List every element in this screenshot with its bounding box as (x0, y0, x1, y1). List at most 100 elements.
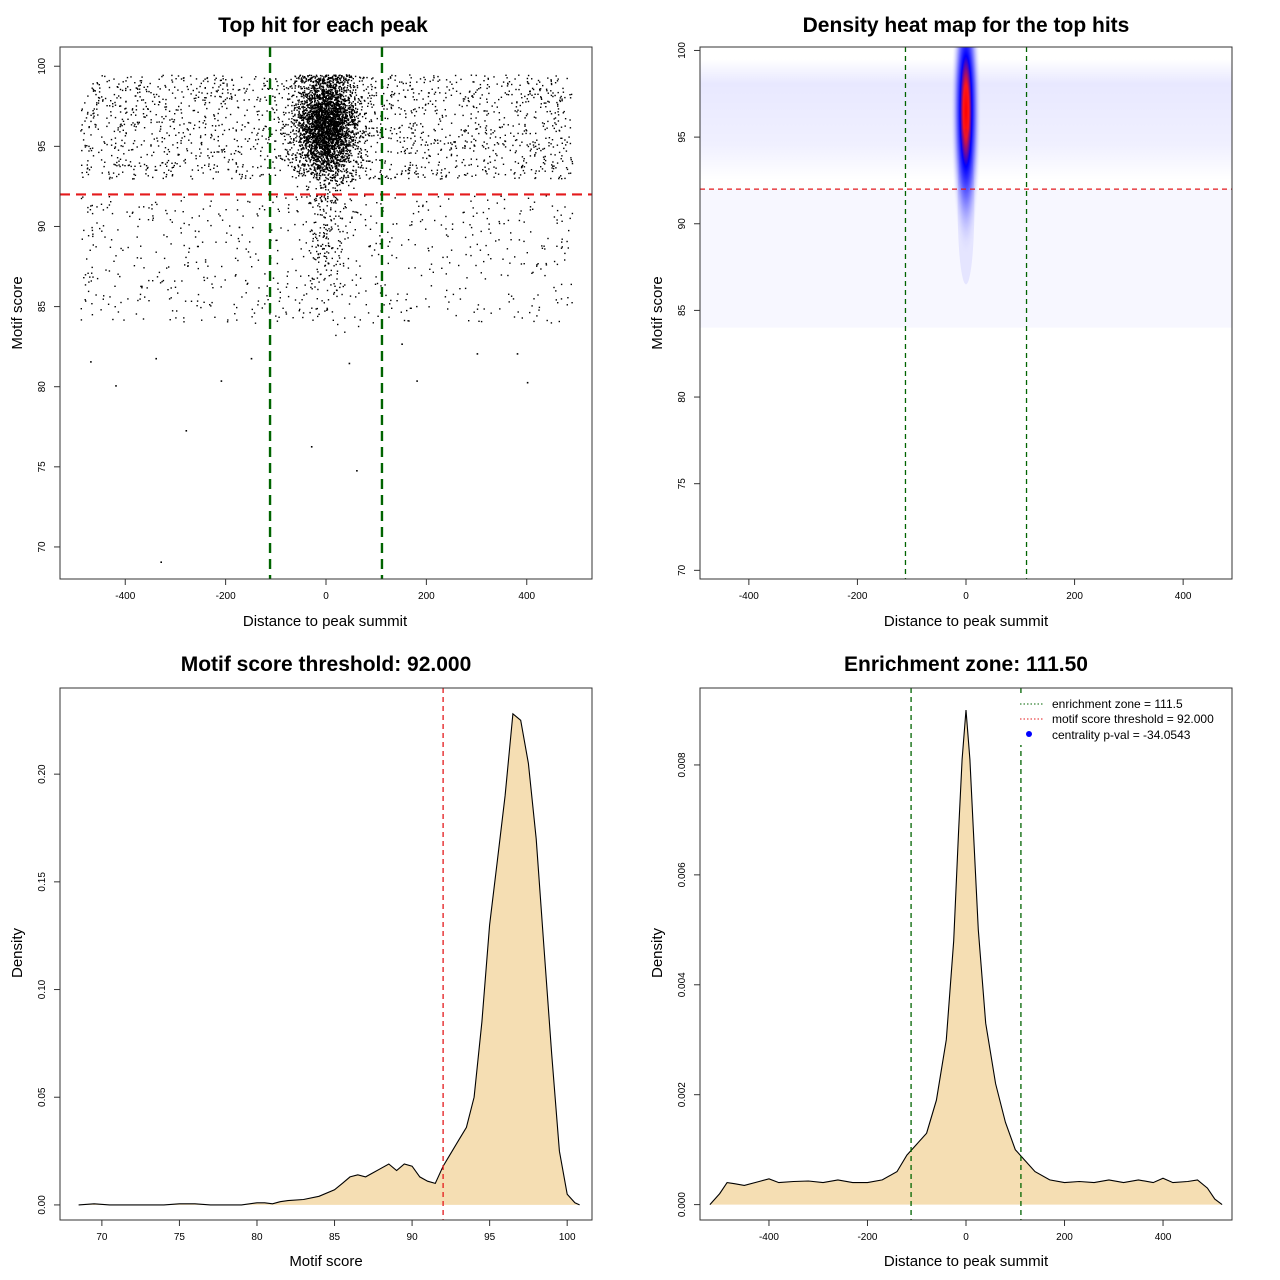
scatter-point (436, 172, 438, 174)
scatter-point (353, 115, 355, 117)
scatter-point (90, 120, 92, 123)
scatter-point (101, 136, 103, 138)
scatter-point (342, 156, 345, 158)
scatter-point (145, 173, 147, 175)
scatter-point (372, 177, 375, 179)
scatter-point (122, 145, 124, 148)
scatter-point (282, 123, 284, 126)
scatter-point (163, 172, 165, 174)
scatter-point (479, 126, 482, 128)
scatter-point (485, 125, 488, 127)
scatter-point (110, 144, 113, 146)
scatter-point (502, 143, 504, 145)
scatter-point (539, 88, 541, 90)
scatter-point (320, 111, 323, 114)
scatter-point (187, 129, 189, 131)
scatter-point (274, 174, 277, 176)
scatter-point (433, 142, 435, 144)
scatter-point (316, 91, 318, 94)
scatter-point (550, 177, 552, 180)
scatter-point (310, 98, 313, 100)
scatter-point (352, 170, 355, 172)
scatter-point (327, 91, 329, 93)
scatter-point (104, 75, 106, 78)
scatter-point (317, 158, 319, 161)
scatter-point (319, 134, 321, 137)
scatter-point (342, 87, 345, 89)
scatter-point (345, 145, 347, 148)
scatter-point (153, 93, 155, 96)
scatter-point (314, 145, 316, 147)
scatter-point (556, 162, 559, 164)
scatter-point (350, 152, 352, 155)
scatter-point (265, 125, 267, 128)
scatter-point (315, 119, 318, 121)
scatter-point (302, 119, 305, 122)
scatter-point (298, 153, 300, 155)
scatter-point (303, 168, 305, 170)
scatter-point (305, 80, 307, 82)
scatter-point (331, 117, 333, 119)
scatter-point (461, 161, 463, 164)
scatter-point (118, 164, 120, 166)
scatter-point (348, 108, 350, 110)
scatter-point (281, 158, 283, 160)
scatter-point (306, 139, 308, 141)
scatter-point (164, 106, 166, 108)
scatter-point (334, 163, 337, 165)
scatter-point (165, 176, 167, 178)
scatter-point (314, 103, 316, 105)
scatter-point (137, 92, 139, 94)
scatter-point (373, 134, 375, 137)
scatter-point (350, 116, 352, 118)
scatter-point (326, 116, 328, 119)
scatter-point (342, 114, 344, 116)
scatter-point (208, 157, 210, 159)
scatter-point (333, 174, 335, 176)
scatter-point (351, 131, 353, 133)
scatter-point (322, 147, 324, 150)
scatter-point (171, 118, 173, 120)
scatter-point (390, 137, 392, 140)
scatter-point (501, 85, 503, 87)
scatter-point (427, 144, 429, 146)
scatter-point (234, 94, 236, 96)
scatter-point (84, 146, 87, 148)
scatter-point (317, 132, 319, 134)
scatter-point (345, 140, 348, 142)
scatter-point (318, 111, 320, 113)
scatter-point (337, 133, 339, 135)
scatter-point (215, 77, 217, 79)
scatter-point (316, 94, 318, 96)
scatter-point (287, 158, 289, 160)
scatter-point (155, 93, 158, 96)
scatter-point (322, 187, 324, 189)
scatter-point (224, 103, 226, 105)
scatter-point (354, 161, 357, 163)
scatter-point (227, 168, 229, 171)
scatter-point (487, 77, 489, 80)
scatter-point (341, 112, 343, 114)
scatter-point (339, 89, 341, 91)
scatter-point (317, 165, 319, 167)
scatter-point (420, 166, 423, 168)
scatter-point (315, 154, 317, 157)
scatter-point (163, 118, 165, 120)
scatter-point (94, 123, 96, 126)
scatter-point (327, 149, 329, 151)
scatter-point (323, 79, 326, 82)
scatter-point (153, 151, 155, 153)
scatter-point (529, 143, 531, 145)
scatter-point (443, 99, 445, 102)
scatter-point (325, 125, 327, 127)
scatter-point (445, 175, 447, 178)
scatter-point (306, 109, 308, 112)
scatter-point (319, 96, 322, 99)
scatter-point (318, 166, 320, 168)
scatter-point (304, 129, 306, 131)
scatter-point (142, 99, 145, 101)
scatter-point (525, 132, 527, 135)
scatter-point (225, 79, 227, 81)
scatter-point (323, 118, 326, 120)
scatter-point (309, 146, 311, 148)
